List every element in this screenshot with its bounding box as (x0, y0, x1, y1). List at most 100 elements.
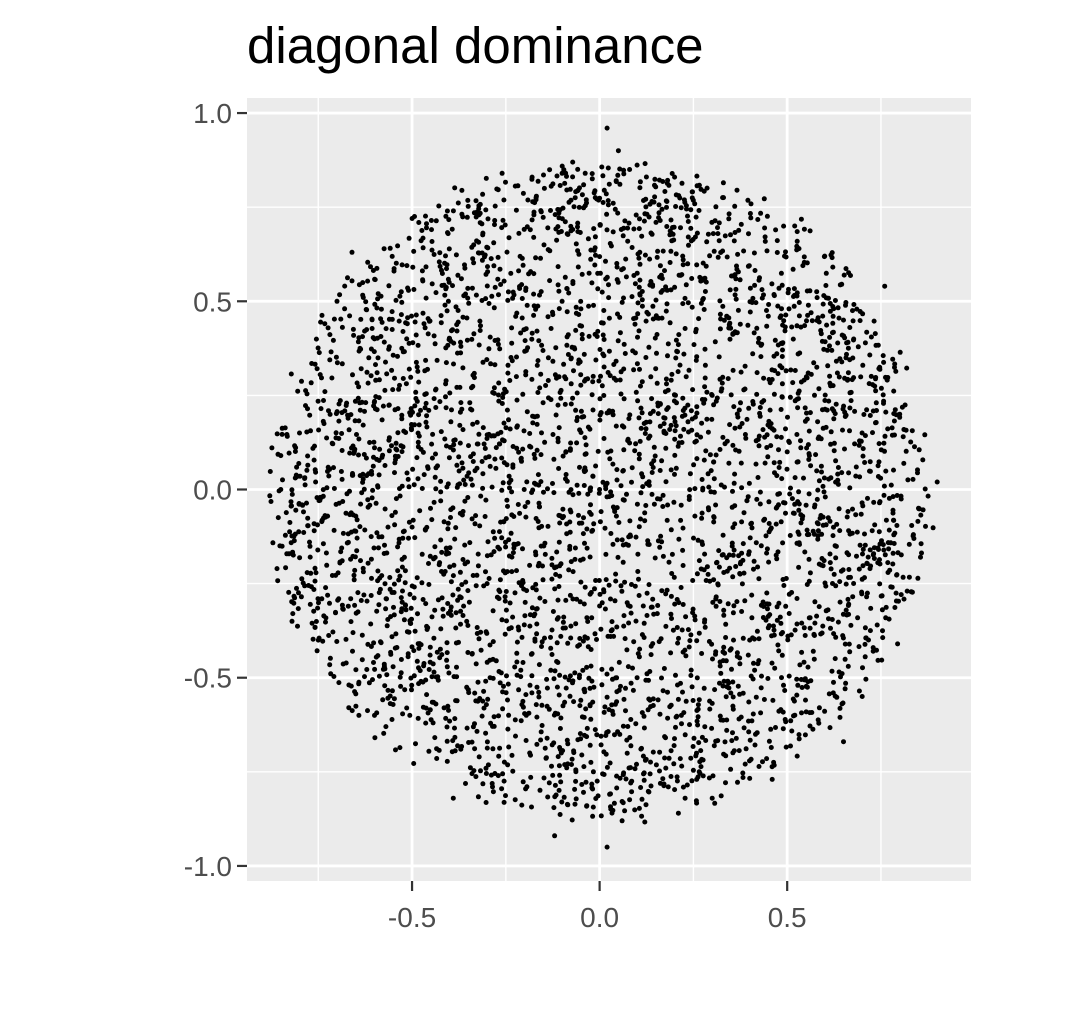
data-point (688, 755, 694, 761)
data-point (415, 476, 421, 482)
data-point (311, 608, 317, 614)
data-point (615, 279, 621, 285)
data-point (510, 768, 516, 774)
data-point (775, 491, 781, 497)
data-point (444, 208, 450, 214)
data-point (472, 690, 478, 696)
data-point (521, 226, 527, 232)
data-point (792, 368, 798, 373)
data-point (389, 717, 395, 722)
data-point (812, 599, 818, 605)
data-point (316, 600, 321, 606)
data-point (627, 603, 633, 609)
data-point (798, 445, 804, 451)
data-point (828, 441, 834, 447)
data-point (536, 500, 542, 506)
data-point (313, 619, 319, 624)
data-point (415, 368, 421, 374)
data-point (767, 407, 773, 413)
data-point (618, 583, 624, 589)
data-point (898, 592, 904, 598)
data-point (433, 290, 439, 296)
data-point (720, 552, 726, 558)
data-point (779, 394, 785, 400)
data-point (445, 298, 451, 304)
data-point (873, 420, 879, 425)
data-point (528, 752, 533, 758)
data-point (680, 257, 686, 263)
data-point (577, 672, 582, 678)
data-point (331, 486, 337, 491)
data-point (496, 713, 501, 719)
data-point (594, 732, 600, 738)
data-point (461, 477, 467, 483)
data-point (412, 319, 418, 325)
data-point (722, 739, 728, 745)
data-point (444, 640, 450, 646)
data-point (820, 313, 826, 319)
data-point (552, 668, 558, 674)
data-point (747, 775, 753, 781)
data-point (345, 603, 351, 609)
data-point (392, 460, 398, 466)
data-point (303, 403, 308, 409)
data-point (622, 218, 628, 224)
data-point (423, 677, 429, 683)
data-point (351, 332, 357, 338)
data-point (364, 307, 370, 313)
data-point (906, 541, 912, 547)
data-point (882, 433, 888, 439)
data-point (730, 367, 736, 373)
data-point (783, 510, 788, 516)
data-point (339, 431, 345, 436)
data-point (280, 477, 285, 483)
data-point (639, 303, 645, 309)
data-point (818, 463, 824, 469)
data-point (728, 690, 734, 696)
data-point (293, 445, 299, 451)
data-point (492, 284, 498, 290)
data-point (843, 302, 848, 308)
data-point (746, 405, 752, 411)
data-point (609, 702, 615, 708)
data-point (464, 337, 470, 343)
data-point (474, 441, 480, 447)
data-point (855, 344, 861, 350)
data-point (475, 563, 481, 569)
data-point (288, 540, 294, 546)
data-point (796, 300, 802, 305)
data-point (440, 606, 446, 612)
data-point (282, 532, 288, 538)
data-point (431, 556, 437, 562)
data-point (875, 463, 881, 469)
data-point (455, 350, 460, 356)
data-point (456, 468, 462, 474)
data-point (419, 580, 425, 586)
data-point (374, 370, 380, 376)
data-point (392, 645, 398, 651)
data-point (429, 517, 435, 523)
data-point (546, 395, 551, 401)
data-point (589, 392, 595, 398)
data-point (580, 638, 586, 644)
data-point (566, 677, 572, 683)
data-point (510, 614, 516, 620)
data-point (479, 713, 485, 719)
data-point (448, 515, 453, 520)
data-point (483, 730, 489, 736)
data-point (537, 595, 543, 601)
data-point (433, 486, 439, 492)
data-point (500, 217, 506, 223)
data-point (389, 513, 395, 519)
data-point (476, 754, 482, 760)
data-point (563, 685, 569, 691)
data-point (665, 341, 671, 347)
data-point (600, 479, 606, 485)
data-point (642, 252, 648, 258)
data-point (804, 318, 809, 324)
data-point (631, 273, 637, 278)
data-point (847, 428, 852, 434)
data-point (673, 672, 678, 678)
data-point (380, 403, 386, 409)
data-point (615, 172, 621, 178)
